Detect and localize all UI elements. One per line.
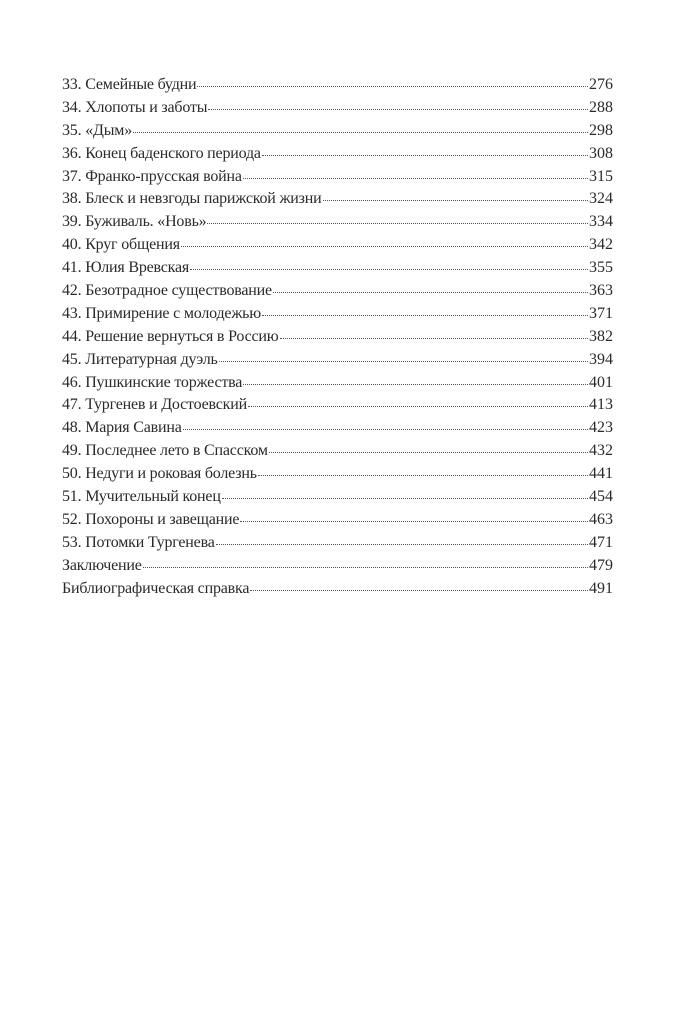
dot-leader	[207, 222, 588, 225]
dot-leader	[133, 131, 588, 133]
toc-entry: 35. «Дым» 298	[62, 120, 613, 143]
toc-entry: 49. Последнее лето в Спасском 432	[62, 440, 613, 463]
dot-leader	[257, 474, 588, 477]
toc-entry: 44. Решение вернуться в Россию 382	[62, 326, 613, 349]
toc-entry-title: 49. Последнее лето в Спасском	[62, 442, 268, 460]
toc-entry-title: 35. «Дым»	[62, 121, 132, 139]
toc-entry-page: 334	[589, 213, 613, 231]
toc-entry-page: 276	[589, 76, 613, 93]
dot-leader	[182, 428, 588, 431]
toc-entry-title: 39. Буживаль. «Новь»	[62, 213, 207, 231]
toc-entry-title: 44. Решение вернуться в Россию	[62, 327, 279, 345]
dot-leader	[215, 543, 588, 545]
dot-leader	[268, 451, 588, 454]
dot-leader	[250, 589, 588, 591]
toc-entry-page: 401	[589, 373, 613, 391]
toc-entry: 53. Потомки Тургенева 471	[62, 532, 613, 555]
toc-entry-page: 413	[589, 396, 613, 414]
toc-entry-title: Заключение	[62, 556, 142, 574]
toc-entry-page: 382	[589, 327, 613, 345]
toc-entry-title: 33. Семейные будни	[62, 76, 197, 93]
toc-entry: 48. Мария Савина 423	[62, 417, 613, 440]
toc-entry-page: 394	[589, 350, 613, 368]
toc-entry-page: 342	[589, 236, 613, 254]
toc-entry: 43. Примирение с молодежью 371	[62, 303, 613, 326]
toc-entry-page: 288	[589, 98, 613, 116]
toc-entry-page: 479	[589, 556, 613, 574]
toc-entry-title: 37. Франко-прусская война	[62, 167, 242, 185]
toc-entry-title: 41. Юлия Вревская	[62, 259, 190, 277]
toc-entry-title: Библиографическая справка	[62, 579, 250, 597]
toc-entry-title: 50. Недуги и роковая болезнь	[62, 465, 257, 483]
toc-entry: 41. Юлия Вревская 355	[62, 257, 613, 280]
toc-entry: 37. Франко-прусская война 315	[62, 166, 613, 189]
toc-entry: Заключение 479	[62, 555, 613, 578]
toc-entry: 51. Мучительный конец 454	[62, 486, 613, 509]
toc-entry-page: 441	[589, 465, 613, 483]
toc-entry: 52. Похороны и завещание 463	[62, 509, 613, 532]
toc-entry-page: 324	[589, 190, 613, 208]
toc-entry-title: 38. Блеск и невзгоды парижской жизни	[62, 190, 322, 208]
toc-entry: 40. Круг общения 342	[62, 234, 613, 257]
toc-entry: 33. Семейные будни 276	[62, 74, 613, 97]
toc-entry-title: 45. Литературная дуэль	[62, 350, 218, 368]
toc-entry-title: 42. Безотрадное существование	[62, 282, 272, 300]
toc-entry: 34. Хлопоты и заботы 288	[62, 97, 613, 120]
toc-entry-title: 43. Примирение с молодежью	[62, 304, 262, 322]
toc-entry-title: 46. Пушкинские торжества	[62, 373, 243, 391]
toc-entry: 47. Тургенев и Достоевский 413	[62, 394, 613, 417]
toc-entry-title: 40. Круг общения	[62, 236, 180, 254]
table-of-contents: 33. Семейные будни 276 34. Хлопоты и забот…	[62, 74, 613, 600]
dot-leader	[240, 520, 588, 522]
dot-leader	[190, 268, 588, 271]
toc-entry-title: 36. Конец баденского периода	[62, 144, 261, 162]
dot-leader	[243, 383, 588, 385]
toc-entry: 46. Пушкинские торжества 401	[62, 372, 613, 395]
toc-entry-page: 298	[589, 121, 613, 139]
toc-entry-title: 34. Хлопоты и заботы	[62, 98, 208, 116]
toc-entry-page: 315	[589, 167, 613, 185]
dot-leader	[322, 199, 588, 202]
toc-entry: Библиографическая справка 491	[62, 578, 613, 601]
toc-entry-title: 48. Мария Савина	[62, 419, 182, 437]
toc-entry-title: 53. Потомки Тургенева	[62, 533, 215, 551]
dot-leader	[262, 314, 588, 316]
dot-leader	[247, 405, 588, 408]
dot-leader	[142, 566, 588, 568]
toc-entry-page: 371	[589, 304, 613, 322]
toc-entry-page: 432	[589, 442, 613, 460]
dot-leader	[180, 245, 588, 248]
dot-leader	[279, 337, 588, 339]
toc-entry-page: 308	[589, 144, 613, 162]
toc-entry-page: 463	[589, 510, 613, 528]
toc-entry: 39. Буживаль. «Новь» 334	[62, 211, 613, 234]
dot-leader	[208, 108, 588, 110]
dot-leader	[197, 85, 588, 87]
toc-entry: 50. Недуги и роковая болезнь 441	[62, 463, 613, 486]
toc-entry-page: 423	[589, 419, 613, 437]
toc-entry: 38. Блеск и невзгоды парижской жизни 324	[62, 188, 613, 211]
toc-entry-page: 491	[589, 579, 613, 597]
dot-leader	[261, 154, 588, 156]
toc-entry: 36. Конец баденского периода 308	[62, 143, 613, 166]
dot-leader	[272, 291, 588, 294]
toc-entry: 42. Безотрадное существование 363	[62, 280, 613, 303]
dot-leader	[242, 177, 588, 179]
toc-entry: 45. Литературная дуэль 394	[62, 349, 613, 372]
toc-entry-title: 51. Мучительный конец	[62, 488, 221, 506]
toc-entry-page: 471	[589, 533, 613, 551]
dot-leader	[221, 497, 588, 500]
dot-leader	[218, 360, 588, 362]
toc-entry-page: 355	[589, 259, 613, 277]
toc-entry-page: 363	[589, 282, 613, 300]
toc-entry-title: 52. Похороны и завещание	[62, 510, 240, 528]
toc-entry-page: 454	[589, 488, 613, 506]
toc-entry-title: 47. Тургенев и Достоевский	[62, 396, 247, 414]
